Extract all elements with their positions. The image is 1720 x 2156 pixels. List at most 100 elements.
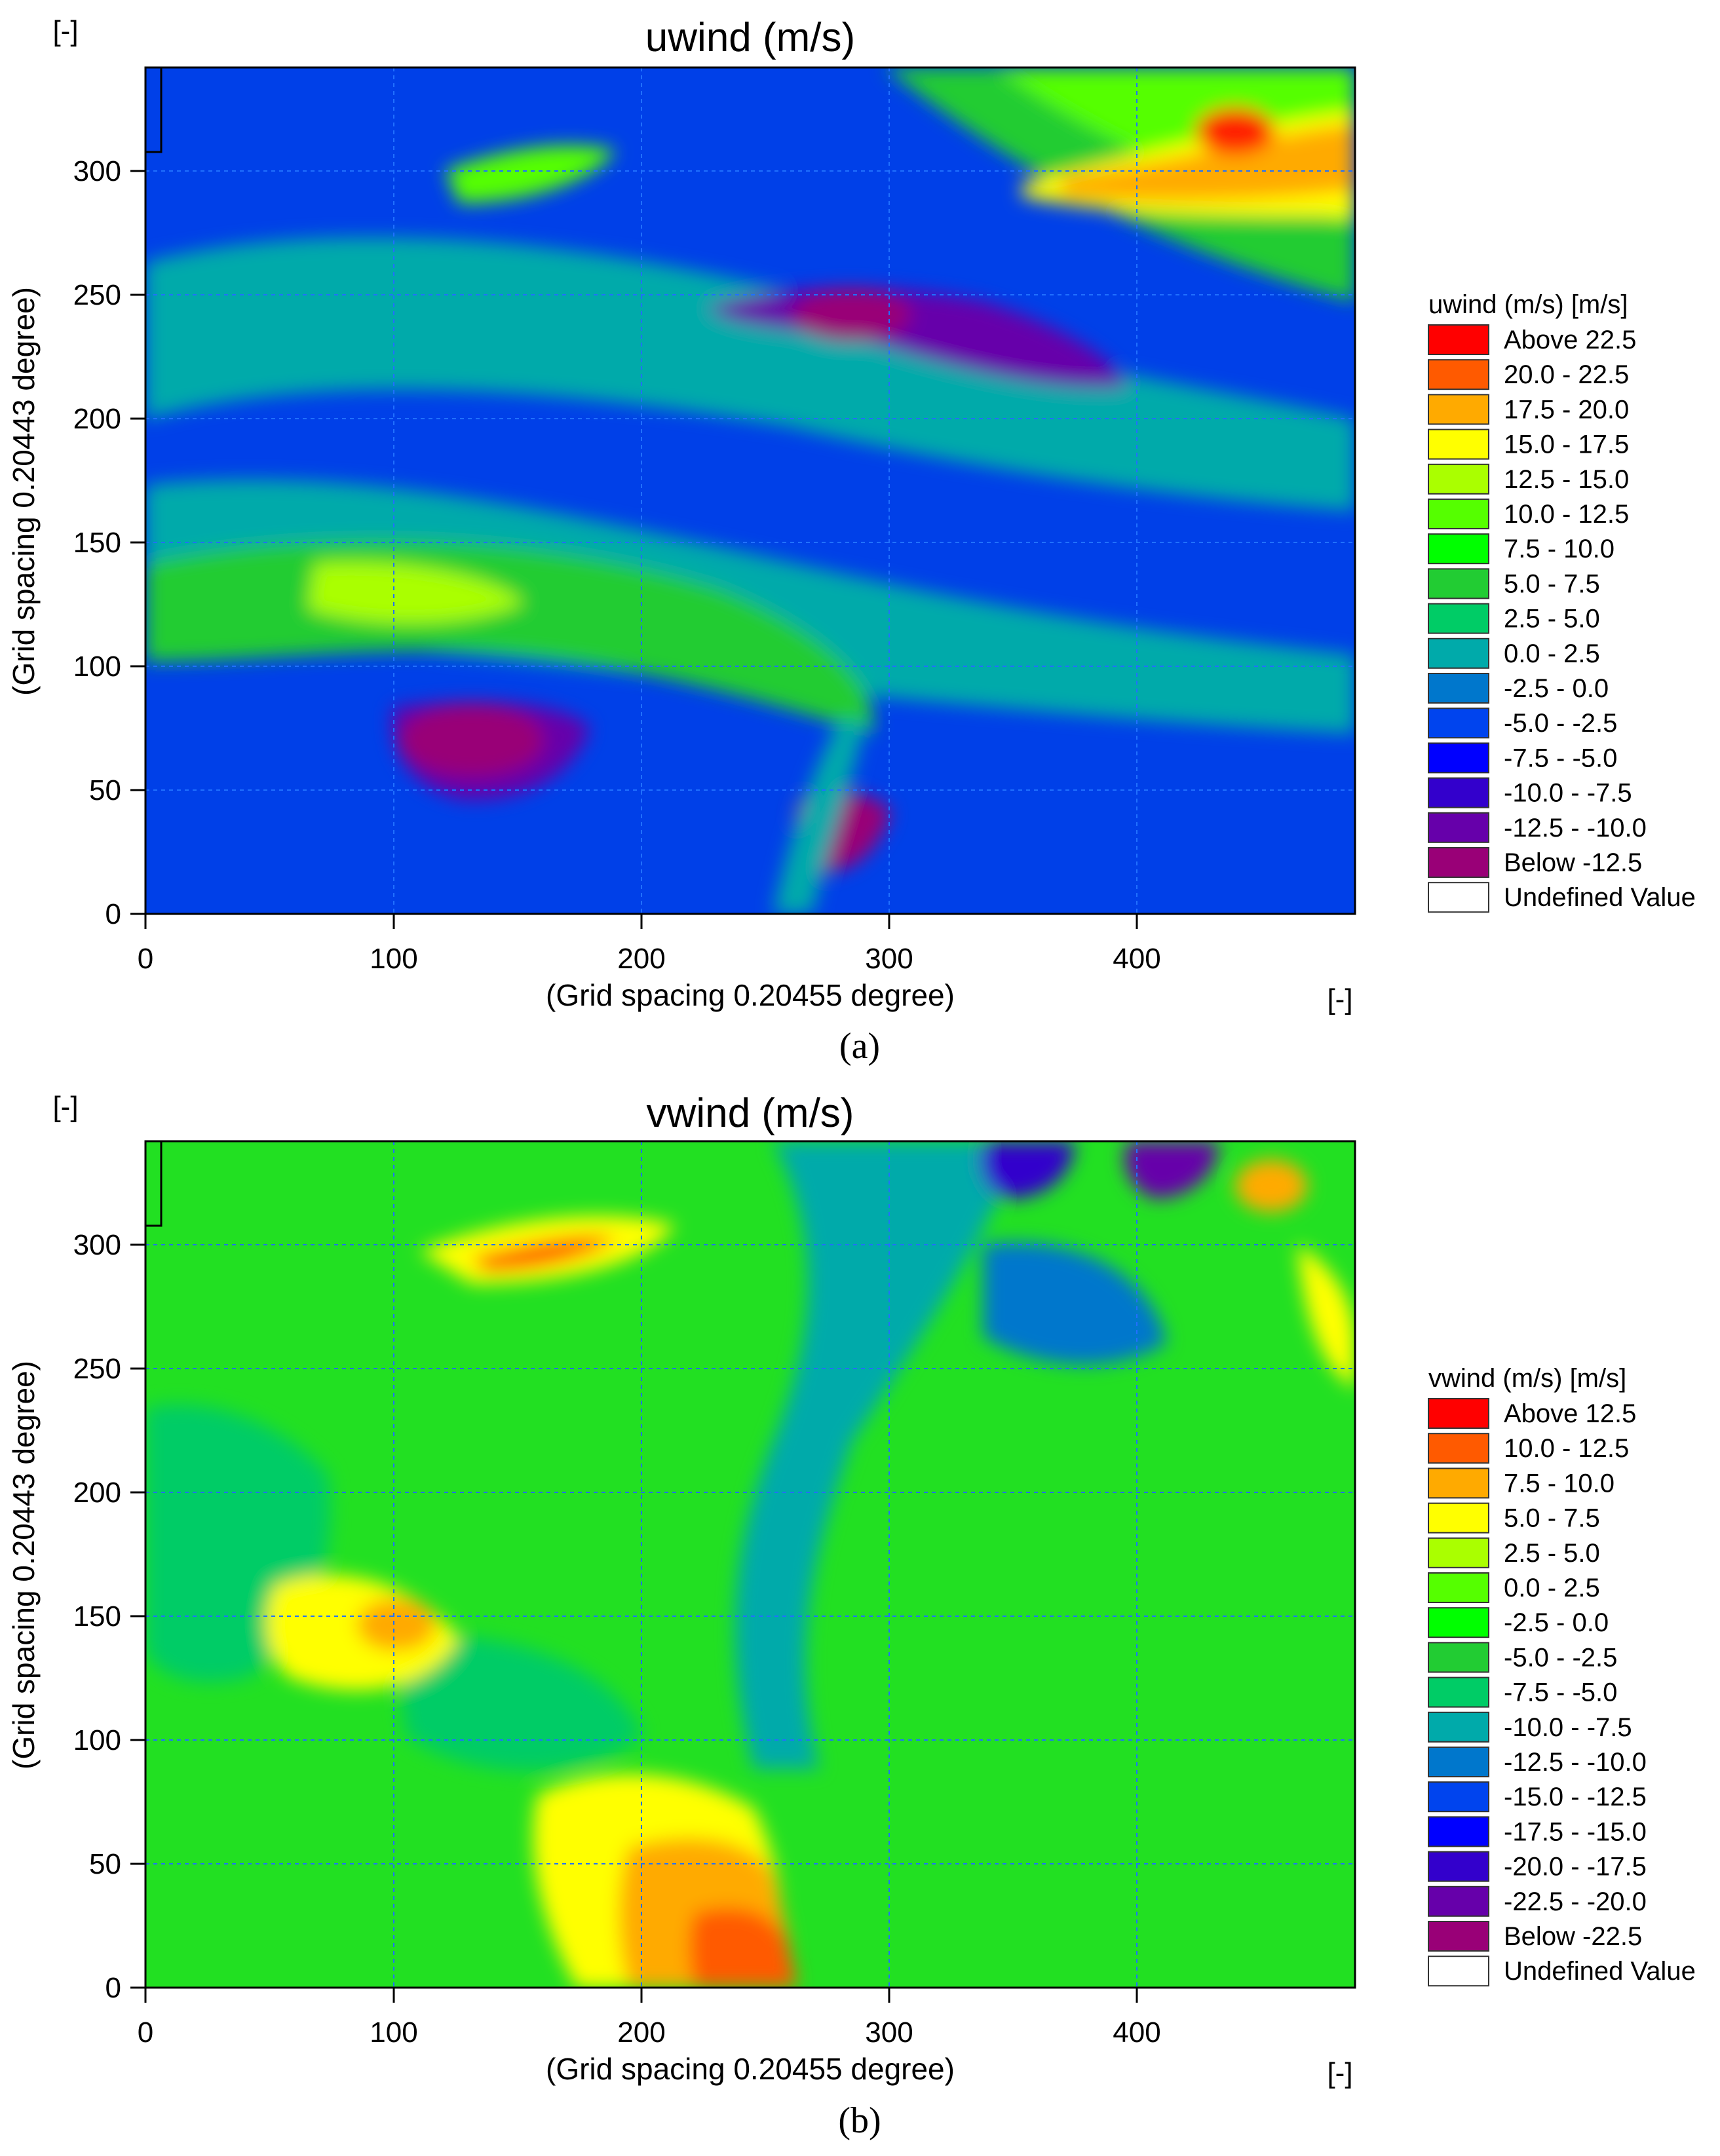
y-tick-label: 250	[73, 1353, 121, 1385]
field-region-red-lower-center	[689, 1908, 796, 1988]
field-region-teal-mid	[393, 1635, 642, 1771]
legend: uwind (m/s) [m/s] Above 22.5 20.0 - 22.5 1…	[1428, 290, 1696, 913]
chart-panel-a: uwind (m/s) [-]	[7, 15, 1696, 1067]
legend-label: 20.0 - 22.5	[1504, 360, 1629, 389]
x-tick-label: 400	[1113, 2016, 1160, 2049]
y-axis-label: (Grid spacing 0.20443 degree)	[7, 287, 41, 696]
field-region-orange-jet	[1061, 124, 1355, 201]
legend-swatch	[1428, 1433, 1489, 1464]
legend-label: -12.5 - -10.0	[1504, 814, 1647, 842]
legend-label: Below -22.5	[1504, 1922, 1642, 1951]
chart-title: uwind (m/s)	[645, 15, 855, 60]
legend-swatch	[1428, 499, 1489, 529]
plot-grid	[145, 67, 1355, 914]
field-region-cyan-north	[145, 237, 1355, 511]
legend-label: 12.5 - 15.0	[1504, 465, 1629, 494]
legend-label: 5.0 - 7.5	[1504, 1504, 1600, 1533]
y-tick-label: 150	[73, 1600, 121, 1633]
field-region-blue-patch-right	[983, 1242, 1166, 1365]
legend-entries: Above 22.5 20.0 - 22.5 17.5 - 20.0 15.0 - 1…	[1428, 324, 1696, 913]
legend-swatch	[1428, 1642, 1489, 1673]
legend-swatch	[1428, 1956, 1489, 1987]
x-tick-label: 200	[617, 2016, 665, 2049]
x-tick-label: 400	[1113, 943, 1160, 975]
y-tick-label: 50	[89, 1848, 121, 1880]
x-axis-label: (Grid spacing 0.20455 degree)	[546, 2052, 955, 2086]
legend-swatch	[1428, 1467, 1489, 1499]
legend-swatch	[1428, 603, 1489, 634]
x-tick-label: 0	[138, 2016, 153, 2049]
legend-label: -20.0 - -17.5	[1504, 1853, 1647, 1882]
legend-label: Above 22.5	[1504, 326, 1636, 354]
legend-label: Below -12.5	[1504, 848, 1642, 877]
panel-caption: (b)	[838, 2100, 881, 2141]
legend-title: uwind (m/s) [m/s]	[1428, 290, 1628, 319]
legend-label: 10.0 - 12.5	[1504, 1434, 1629, 1463]
legend-swatch	[1428, 1747, 1489, 1777]
legend-swatch	[1428, 882, 1489, 913]
legend-swatch	[1428, 847, 1489, 878]
x-tick-label: 300	[865, 943, 913, 975]
field-region-blue-vortex-top-right	[1124, 1141, 1219, 1199]
field-region-orange-top-right	[1235, 1160, 1307, 1212]
corner-mark	[145, 1140, 162, 1227]
y-tick-label: 0	[105, 898, 121, 930]
legend-label: Above 12.5	[1504, 1399, 1636, 1428]
y-tick-label: 200	[73, 403, 121, 435]
legend-swatch	[1428, 637, 1489, 669]
legend-label: 15.0 - 17.5	[1504, 430, 1629, 459]
legend-swatch	[1428, 673, 1489, 704]
y-tick-label: 100	[73, 1724, 121, 1756]
y-tick-label: 200	[73, 1477, 121, 1509]
legend-swatch	[1428, 1781, 1489, 1813]
field-region-purple-core	[793, 288, 911, 341]
legend-label: 17.5 - 20.0	[1504, 395, 1629, 424]
x-tick-label: 300	[865, 2016, 913, 2049]
legend-swatch	[1428, 1711, 1489, 1743]
x-axis-label: (Grid spacing 0.20455 degree)	[546, 978, 955, 1012]
legend-swatch	[1428, 1816, 1489, 1847]
legend-swatch	[1428, 708, 1489, 739]
x-unit-label: [-]	[1327, 2057, 1352, 2089]
y-unit-label: [-]	[52, 15, 78, 47]
legend-swatch	[1428, 1398, 1489, 1429]
legend-swatch	[1428, 742, 1489, 774]
legend-swatch	[1428, 428, 1489, 460]
legend-label: -5.0 - -2.5	[1504, 1643, 1617, 1672]
plot-grid	[145, 1141, 1355, 1988]
legend-label: 2.5 - 5.0	[1504, 1539, 1600, 1568]
legend-swatch	[1428, 359, 1489, 390]
legend-swatch	[1428, 463, 1489, 495]
legend-label: -10.0 - -7.5	[1504, 779, 1632, 808]
legend-label: -7.5 - -5.0	[1504, 1678, 1617, 1707]
legend-swatch	[1428, 324, 1489, 355]
y-ticks	[130, 170, 145, 915]
legend-label: -5.0 - -2.5	[1504, 709, 1617, 738]
legend-swatch	[1428, 1851, 1489, 1882]
plot-frame	[144, 66, 1356, 915]
y-tick-label: 300	[73, 155, 121, 187]
y-tick-label: 150	[73, 527, 121, 559]
legend-swatch	[1428, 1921, 1489, 1952]
legend-swatch	[1428, 1537, 1489, 1568]
legend: vwind (m/s) [m/s] Above 12.5 10.0 - 12.5 7…	[1428, 1364, 1696, 1987]
x-tick-label: 200	[617, 943, 665, 975]
chart-panel-b: vwind (m/s) [-]	[7, 1091, 1696, 2141]
corner-mark	[145, 66, 162, 153]
x-tick-label: 100	[370, 943, 417, 975]
legend-label: 5.0 - 7.5	[1504, 569, 1600, 598]
y-tick-label: 50	[89, 774, 121, 806]
y-tick-label: 300	[73, 1229, 121, 1261]
legend-label: -2.5 - 0.0	[1504, 1608, 1609, 1637]
legend-swatch	[1428, 1572, 1489, 1603]
field-region-blue-diagonal	[735, 1141, 1022, 1769]
field-region-cyan-tongue	[773, 721, 865, 914]
legend-label: 7.5 - 10.0	[1504, 1469, 1615, 1498]
heatmap-field	[145, 67, 1355, 914]
legend-swatch	[1428, 1676, 1489, 1708]
field-region-purple-lower-left-core	[400, 704, 544, 776]
y-tick-label: 100	[73, 651, 121, 683]
legend-swatch	[1428, 812, 1489, 843]
field-region-green-upper-left	[446, 145, 616, 203]
legend-label: Undefined Value	[1504, 883, 1696, 912]
